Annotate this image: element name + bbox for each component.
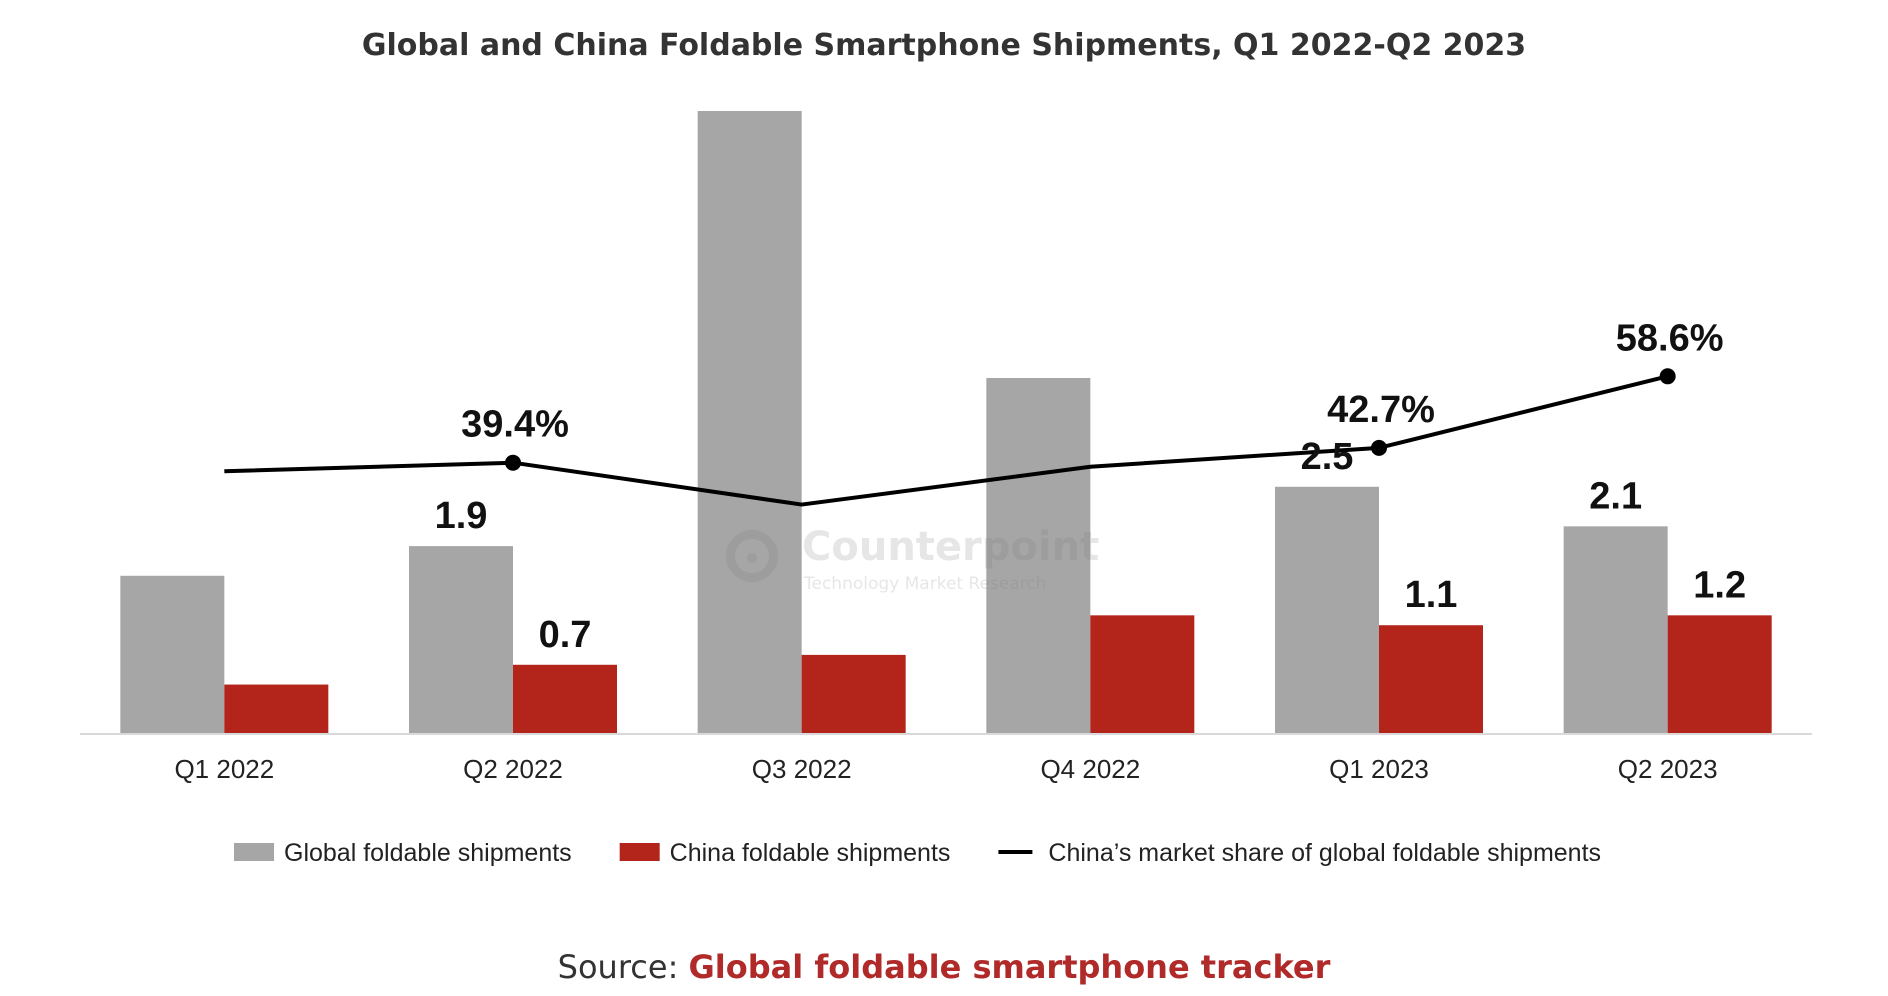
legend-global-label: Global foldable shipments	[284, 839, 572, 867]
watermark-subtitle: Technology Market Research	[804, 574, 1047, 594]
china-bar	[1379, 625, 1483, 734]
source-line: Source: Global foldable smartphone track…	[0, 948, 1888, 986]
bars-layer	[120, 111, 1772, 734]
watermark-name: Counterpoint	[802, 524, 1100, 570]
china-bar	[224, 684, 329, 734]
counterpoint-logo-icon	[726, 530, 778, 582]
x-tick-label: Q2 2022	[463, 754, 563, 784]
x-tick-labels: Q1 2022 Q2 2022 Q3 2022 Q4 2022 Q1 2023 Q2 20…	[174, 754, 1717, 784]
china-data-label: 1.1	[1405, 574, 1458, 616]
global-bar	[1563, 526, 1668, 734]
china-data-label: 0.7	[539, 614, 592, 656]
counterpoint-watermark: Counterpoint Technology Market Research	[726, 524, 1099, 600]
share-line-layer	[224, 368, 1676, 507]
china-bar	[513, 664, 617, 734]
share-point	[1371, 439, 1387, 456]
china-data-label: 1.2	[1693, 564, 1746, 606]
global-bar	[409, 546, 513, 734]
share-data-label: 42.7%	[1327, 389, 1435, 431]
global-data-label: 2.5	[1301, 436, 1354, 478]
global-data-label: 1.9	[435, 495, 488, 537]
global-data-label: 2.1	[1589, 475, 1642, 517]
china-bar	[1667, 615, 1772, 734]
x-tick-label: Q1 2023	[1329, 754, 1429, 784]
china-bar	[801, 654, 906, 734]
share-line	[224, 374, 1669, 507]
x-tick-label: Q3 2022	[752, 754, 852, 784]
x-tick-label: Q1 2022	[174, 754, 274, 784]
global-bar	[986, 378, 1091, 734]
x-tick-label: Q2 2023	[1618, 754, 1718, 784]
legend-global-swatch	[234, 843, 274, 861]
chart-title: Global and China Foldable Smartphone Shi…	[361, 28, 1527, 63]
global-bar	[1275, 486, 1379, 734]
legend: Global foldable shipments China foldable …	[234, 839, 1601, 867]
x-tick-label: Q4 2022	[1040, 754, 1140, 784]
share-point	[505, 454, 521, 471]
legend-china-label: China foldable shipments	[670, 839, 951, 867]
legend-china-swatch	[619, 843, 660, 861]
legend-share-label: China’s market share of global foldable …	[1048, 839, 1601, 867]
data-labels-layer: 1.9 0.7 2.5 1.1 2.1 1.2 39.4% 42.7% 58.6%	[435, 317, 1746, 655]
share-point	[1659, 368, 1676, 385]
source-link[interactable]: Global foldable smartphone tracker	[688, 948, 1331, 986]
global-bar	[697, 111, 802, 734]
china-bar	[1090, 615, 1195, 734]
share-data-label: 39.4%	[461, 404, 569, 446]
share-data-label: 58.6%	[1616, 317, 1724, 359]
global-bar	[120, 575, 225, 734]
source-prefix: Source:	[557, 948, 689, 986]
